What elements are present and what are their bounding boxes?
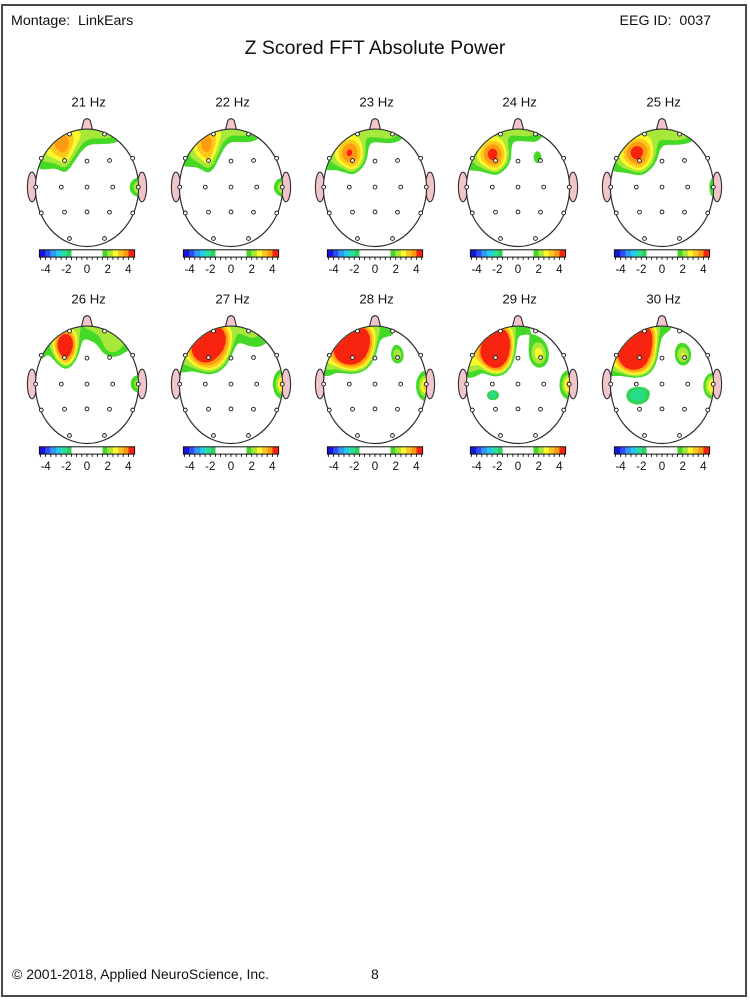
svg-text:29 Hz: 29 Hz: [502, 292, 536, 307]
svg-text:4: 4: [413, 263, 420, 276]
svg-text:28 Hz: 28 Hz: [359, 292, 393, 307]
svg-text:-4: -4: [471, 263, 482, 276]
svg-text:22 Hz: 22 Hz: [215, 95, 249, 110]
svg-text:23 Hz: 23 Hz: [359, 95, 393, 110]
svg-text:2: 2: [679, 460, 685, 473]
svg-text:30 Hz: 30 Hz: [646, 292, 680, 307]
svg-text:-4: -4: [40, 263, 51, 276]
svg-text:-2: -2: [61, 460, 71, 473]
svg-text:-4: -4: [184, 263, 195, 276]
svg-text:-4: -4: [471, 460, 482, 473]
svg-text:2: 2: [248, 460, 254, 473]
svg-text:4: 4: [269, 460, 276, 473]
svg-text:0: 0: [228, 263, 234, 276]
svg-text:2: 2: [392, 460, 398, 473]
svg-text:-2: -2: [492, 460, 502, 473]
svg-text:4: 4: [700, 460, 707, 473]
svg-text:-4: -4: [328, 263, 339, 276]
svg-text:-4: -4: [184, 460, 195, 473]
svg-text:2: 2: [104, 263, 110, 276]
svg-text:-2: -2: [349, 263, 359, 276]
svg-text:-2: -2: [205, 263, 215, 276]
svg-text:4: 4: [269, 263, 276, 276]
svg-text:-2: -2: [636, 263, 646, 276]
svg-text:2: 2: [535, 460, 541, 473]
svg-text:0: 0: [515, 460, 521, 473]
svg-text:24 Hz: 24 Hz: [502, 95, 536, 110]
svg-text:4: 4: [556, 460, 563, 473]
svg-text:-4: -4: [40, 460, 51, 473]
svg-text:4: 4: [125, 263, 132, 276]
svg-text:2: 2: [392, 263, 398, 276]
svg-text:25 Hz: 25 Hz: [646, 95, 680, 110]
svg-text:21 Hz: 21 Hz: [71, 95, 105, 110]
svg-text:4: 4: [413, 460, 420, 473]
svg-text:0: 0: [515, 263, 521, 276]
svg-text:-2: -2: [636, 460, 646, 473]
svg-text:-2: -2: [349, 460, 359, 473]
svg-text:4: 4: [125, 460, 132, 473]
svg-text:0: 0: [228, 460, 234, 473]
svg-text:4: 4: [700, 263, 707, 276]
svg-text:2: 2: [535, 263, 541, 276]
svg-text:0: 0: [372, 263, 378, 276]
svg-text:2: 2: [248, 263, 254, 276]
svg-text:0: 0: [84, 263, 90, 276]
svg-text:0: 0: [659, 460, 665, 473]
svg-text:0: 0: [372, 460, 378, 473]
svg-text:27 Hz: 27 Hz: [215, 292, 249, 307]
svg-text:-2: -2: [61, 263, 71, 276]
svg-text:0: 0: [84, 460, 90, 473]
svg-text:2: 2: [104, 460, 110, 473]
svg-text:-2: -2: [205, 460, 215, 473]
svg-text:4: 4: [556, 263, 563, 276]
svg-text:-4: -4: [615, 460, 626, 473]
svg-text:-4: -4: [615, 263, 626, 276]
svg-text:-2: -2: [492, 263, 502, 276]
svg-text:2: 2: [679, 263, 685, 276]
svg-text:-4: -4: [328, 460, 339, 473]
svg-text:26 Hz: 26 Hz: [71, 292, 105, 307]
svg-text:0: 0: [659, 263, 665, 276]
